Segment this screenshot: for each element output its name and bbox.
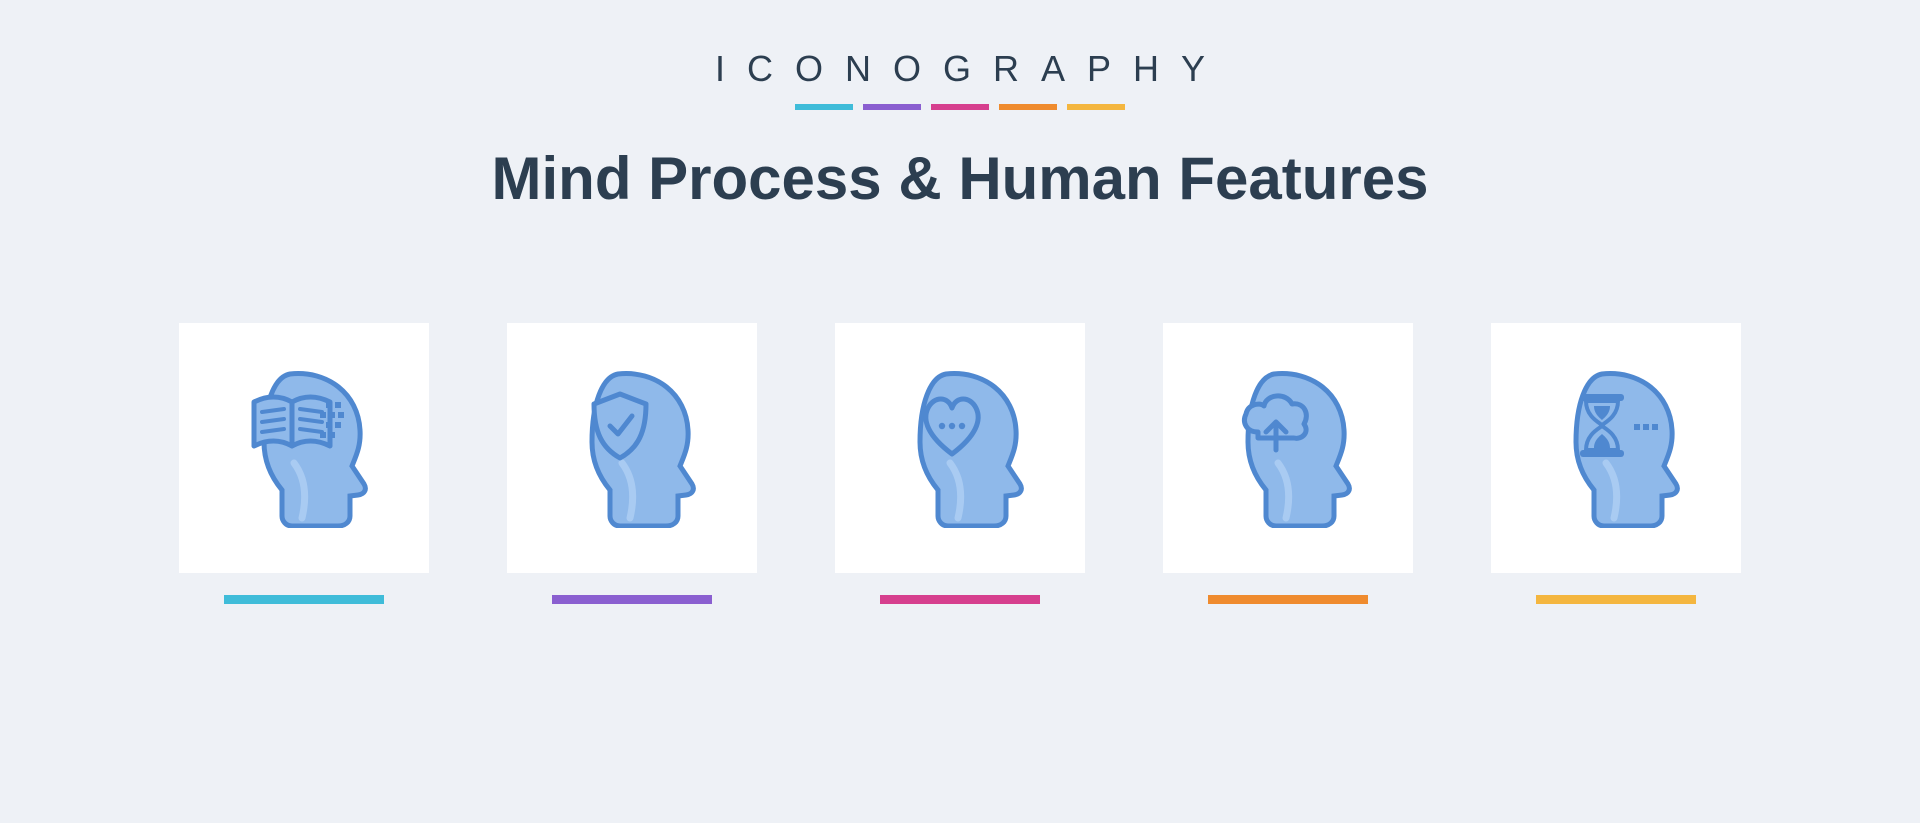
card-underline xyxy=(552,595,712,604)
brand-underline-seg xyxy=(863,104,921,110)
brand-underline-seg xyxy=(795,104,853,110)
card-underline xyxy=(1208,595,1368,604)
icon-card xyxy=(1491,323,1741,604)
card-underline xyxy=(224,595,384,604)
head-heart-icon xyxy=(890,368,1030,528)
head-hourglass-icon xyxy=(1546,368,1686,528)
icon-box xyxy=(1163,323,1413,573)
head-book-icon xyxy=(234,368,374,528)
icon-card xyxy=(1163,323,1413,604)
icons-row xyxy=(179,323,1741,604)
head-cloud-icon xyxy=(1218,368,1358,528)
icon-box xyxy=(179,323,429,573)
card-underline xyxy=(880,595,1040,604)
header: ICONOGRAPHY Mind Process & Human Feature… xyxy=(492,48,1429,213)
icon-box xyxy=(1491,323,1741,573)
icon-box xyxy=(835,323,1085,573)
card-underline xyxy=(1536,595,1696,604)
brand-underline xyxy=(492,104,1429,110)
icon-box xyxy=(507,323,757,573)
icon-card xyxy=(507,323,757,604)
brand-underline-seg xyxy=(931,104,989,110)
icon-card xyxy=(835,323,1085,604)
brand-underline-seg xyxy=(999,104,1057,110)
brand-underline-seg xyxy=(1067,104,1125,110)
page-title: Mind Process & Human Features xyxy=(492,144,1429,213)
icon-card xyxy=(179,323,429,604)
head-shield-icon xyxy=(562,368,702,528)
brand-label: ICONOGRAPHY xyxy=(492,48,1429,90)
